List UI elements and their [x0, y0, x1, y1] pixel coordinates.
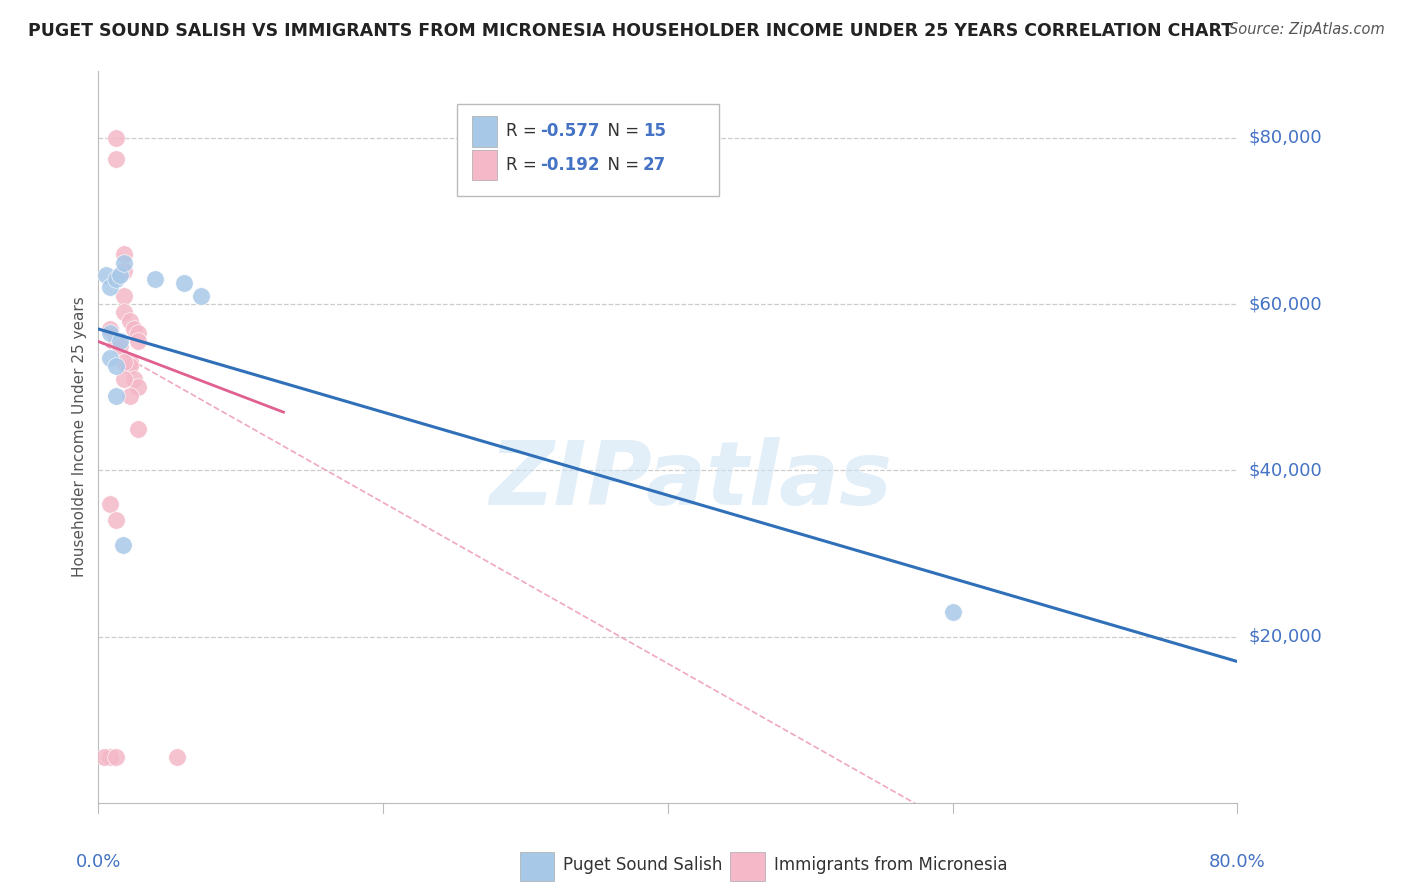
- Point: [118, 355, 141, 369]
- Point: [104, 359, 127, 374]
- Point: [108, 334, 131, 349]
- Point: [108, 338, 131, 352]
- Point: [112, 247, 135, 261]
- Point: [111, 538, 134, 552]
- Point: [98, 322, 121, 336]
- Point: [98, 351, 121, 365]
- Point: [118, 359, 141, 374]
- Point: [127, 380, 149, 394]
- Point: [112, 255, 135, 269]
- Point: [104, 334, 127, 349]
- Point: [104, 513, 127, 527]
- Point: [108, 268, 131, 282]
- Text: 0.0%: 0.0%: [76, 853, 121, 871]
- Point: [127, 326, 149, 341]
- Y-axis label: Householder Income Under 25 years: Householder Income Under 25 years: [72, 297, 87, 577]
- Point: [166, 750, 188, 764]
- Text: R =: R =: [506, 122, 543, 140]
- Text: R =: R =: [506, 156, 543, 174]
- Point: [98, 280, 121, 294]
- Point: [112, 372, 135, 386]
- Point: [112, 355, 135, 369]
- Point: [118, 314, 141, 328]
- Point: [104, 272, 127, 286]
- Point: [127, 334, 149, 349]
- Text: 27: 27: [643, 156, 666, 174]
- Text: 15: 15: [643, 122, 666, 140]
- Point: [190, 289, 212, 303]
- Text: PUGET SOUND SALISH VS IMMIGRANTS FROM MICRONESIA HOUSEHOLDER INCOME UNDER 25 YEA: PUGET SOUND SALISH VS IMMIGRANTS FROM MI…: [28, 22, 1233, 40]
- Text: Source: ZipAtlas.com: Source: ZipAtlas.com: [1229, 22, 1385, 37]
- Point: [122, 372, 145, 386]
- Point: [122, 322, 145, 336]
- Text: N =: N =: [598, 122, 644, 140]
- Text: Puget Sound Salish: Puget Sound Salish: [562, 856, 723, 874]
- Bar: [472, 150, 498, 180]
- Text: $80,000: $80,000: [1249, 128, 1322, 147]
- Point: [112, 264, 135, 278]
- Point: [93, 750, 115, 764]
- Point: [104, 750, 127, 764]
- Text: $60,000: $60,000: [1249, 295, 1322, 313]
- Point: [104, 131, 127, 145]
- Point: [98, 750, 121, 764]
- Point: [173, 277, 195, 291]
- Text: $20,000: $20,000: [1249, 628, 1322, 646]
- Bar: [731, 852, 765, 881]
- Text: ZIPatlas: ZIPatlas: [489, 437, 893, 524]
- Point: [127, 422, 149, 436]
- Text: N =: N =: [598, 156, 644, 174]
- Text: 80.0%: 80.0%: [1209, 853, 1265, 871]
- FancyBboxPatch shape: [457, 104, 718, 195]
- Point: [112, 289, 135, 303]
- Text: -0.192: -0.192: [540, 156, 600, 174]
- Text: -0.577: -0.577: [540, 122, 600, 140]
- Point: [942, 605, 965, 619]
- Point: [145, 272, 167, 286]
- Text: Immigrants from Micronesia: Immigrants from Micronesia: [773, 856, 1007, 874]
- Bar: [520, 852, 554, 881]
- Text: $40,000: $40,000: [1249, 461, 1322, 479]
- Point: [118, 388, 141, 402]
- Point: [98, 326, 121, 341]
- Point: [104, 152, 127, 166]
- Point: [112, 305, 135, 319]
- Bar: [472, 116, 498, 146]
- Point: [104, 388, 127, 402]
- Point: [98, 497, 121, 511]
- Point: [94, 268, 117, 282]
